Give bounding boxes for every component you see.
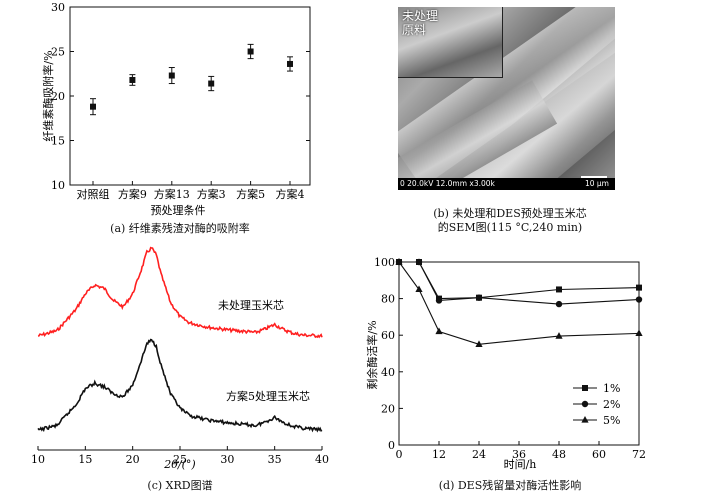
y-tick-label: 80	[381, 293, 395, 306]
chart-a-ylabel: 纤维素酶吸附率/%	[41, 50, 55, 141]
marker-circle	[635, 296, 643, 303]
chart-a-marks	[90, 43, 293, 116]
y-tick-label: 0	[388, 439, 395, 452]
x-tick-label: 方案9	[118, 187, 147, 201]
x-tick-label: 方案4	[276, 187, 305, 201]
xrd-series-line	[37, 338, 323, 433]
xrd-series-line	[37, 246, 323, 339]
chart-c-xlabel: 2θ/(°)	[163, 458, 195, 471]
chart-b-caption-line1: (b) 未处理和DES预处理玉米芯	[433, 207, 587, 220]
x-tick-label: 方案3	[197, 187, 226, 201]
marker-circle	[555, 300, 563, 308]
data-point	[168, 72, 175, 79]
marker-triangle	[435, 327, 443, 335]
data-point	[247, 48, 254, 55]
chart-d-ylabel: 剩余酶活率/%	[365, 320, 379, 389]
chart-d-svg: 0 12 24 36 48 60 72 0 20 40 60 80 100 1% 2% 5% 剩余酶活率/%…	[365, 256, 646, 471]
x-tick-label: 24	[472, 448, 486, 461]
sem-inset-untreated: 未处理原料	[398, 7, 503, 78]
chart-a-axes: 10 15 20 25 30 对照组 方案9 方案13 方案3 方案5 方案4	[51, 1, 311, 201]
y-tick-label: 20	[381, 402, 395, 415]
x-tick-label: 40	[315, 453, 329, 466]
chart-d-xlabel: 时间/h	[504, 458, 537, 471]
series-line	[398, 261, 640, 345]
series-line	[399, 261, 640, 305]
x-tick-label: 35	[268, 453, 282, 466]
marker-circle	[435, 297, 443, 304]
x-tick-label: 0	[396, 448, 403, 461]
chart-a-xlabel: 预处理条件	[151, 203, 206, 217]
sem-info-text: 0 20.0kV 12.0mm x3.00k	[400, 179, 495, 188]
sem-scale-bar	[581, 176, 607, 178]
data-point	[129, 76, 136, 83]
y-tick-label: 10	[51, 179, 65, 192]
marker-triangle	[415, 285, 423, 293]
x-tick-label: 方案13	[154, 187, 190, 201]
plot-frame	[69, 6, 311, 186]
chart-d-caption: (d) DES残留量对酶活性影响	[438, 479, 582, 492]
x-tick-label: 36	[512, 448, 526, 461]
x-tick-label: 72	[632, 448, 646, 461]
x-tick-label: 25	[173, 453, 187, 466]
chart-d-marks	[395, 258, 643, 347]
marker-triangle	[555, 332, 563, 339]
marker-circle	[415, 258, 423, 266]
chart-b-caption-line2: 的SEM图(115 °C,240 min)	[437, 221, 583, 234]
legend-label: 2%	[603, 398, 620, 411]
x-tick-label: 20	[126, 453, 140, 466]
x-tick-label: 48	[552, 448, 566, 461]
y-tick-label: 40	[381, 366, 395, 379]
marker-circle	[581, 400, 589, 408]
marker-triangle	[395, 258, 403, 265]
x-tick-label: 10	[31, 453, 45, 466]
legend-label: 1%	[603, 382, 620, 395]
marker-square	[636, 284, 642, 291]
x-tick-label: 60	[592, 448, 606, 461]
x-tick-label: 12	[432, 448, 446, 461]
y-tick-label: 30	[51, 1, 65, 14]
chart-c-axes: 10 15 20 25 30 35 40	[31, 446, 329, 466]
y-tick-label: 20	[51, 90, 65, 103]
x-tick-label: 方案5	[236, 187, 265, 201]
marker-square	[556, 286, 562, 293]
data-point	[90, 103, 96, 110]
x-tick-label: 30	[220, 453, 234, 466]
y-tick-label: 60	[381, 329, 395, 342]
y-tick-label: 15	[51, 135, 65, 148]
xrd-series-label: 方案5处理玉米芯	[226, 389, 310, 403]
marker-circle	[475, 294, 483, 301]
xrd-series-label: 未处理玉米芯	[218, 298, 284, 312]
marker-triangle	[475, 340, 483, 347]
data-point	[287, 60, 293, 67]
legend-label: 5%	[603, 414, 620, 427]
marker-triangle	[635, 329, 643, 336]
marker-triangle	[581, 416, 589, 423]
chart-d-axes: 0 12 24 36 48 60 72 0 20 40 60 80 100	[374, 256, 646, 461]
sem-info-bar: 0 20.0kV 12.0mm x3.00k 10 μm	[398, 178, 615, 190]
x-tick-label: 15	[78, 453, 92, 466]
sem-scale-text: 10 μm	[584, 179, 609, 188]
x-tick-label: 对照组	[77, 187, 110, 201]
y-tick-label: 25	[51, 46, 65, 59]
chart-d-legend: 1% 2% 5%	[573, 382, 620, 427]
sem-inset-label: 未处理原料	[402, 9, 439, 37]
marker-square	[582, 385, 588, 391]
chart-c-caption: (c) XRD图谱	[147, 479, 213, 492]
y-tick-label: 100	[374, 256, 395, 269]
sem-image: 未处理原料 0 20.0kV 12.0mm x3.00k 10 μm	[398, 7, 615, 190]
chart-a-caption: (a) 纤维素残渣对酶的吸附率	[110, 222, 250, 235]
data-point	[208, 80, 215, 87]
